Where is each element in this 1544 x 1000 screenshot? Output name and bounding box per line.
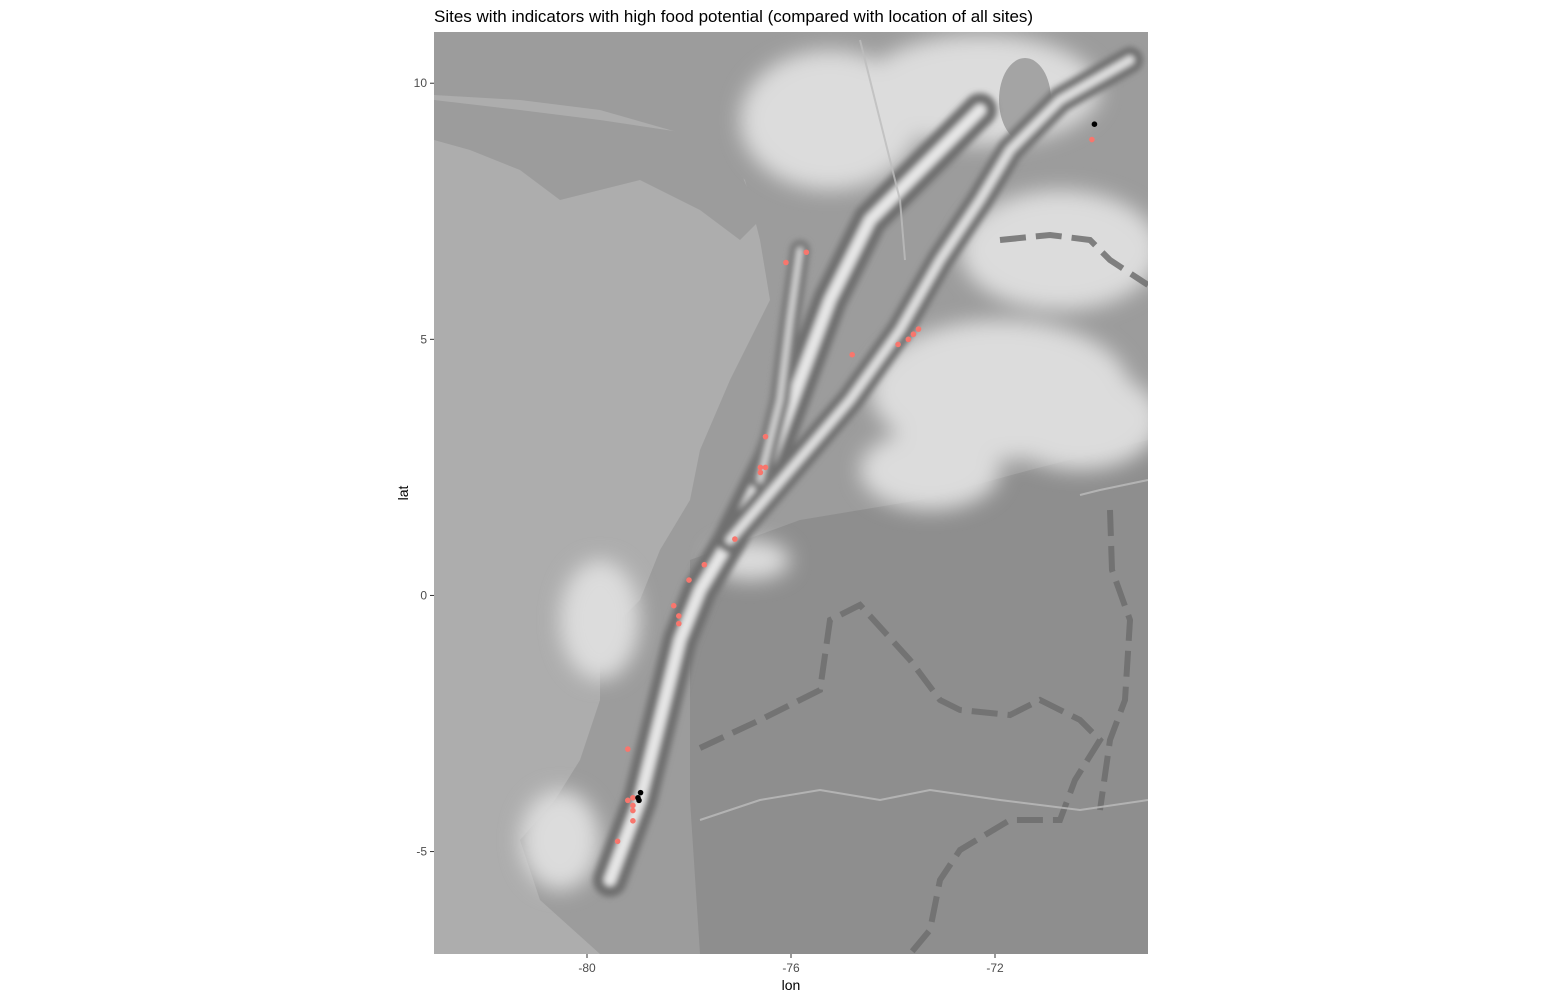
data-point — [637, 789, 644, 796]
data-point — [625, 797, 631, 804]
data-point — [905, 336, 912, 343]
data-point — [803, 249, 810, 256]
data-point — [676, 613, 682, 619]
y-tick-label: 0 — [420, 588, 427, 602]
data-point — [1091, 121, 1098, 127]
data-point — [701, 561, 708, 568]
y-tick-label: 10 — [414, 76, 428, 90]
data-point — [757, 469, 764, 476]
data-point — [676, 620, 682, 627]
x-axis: -80 -76 -72 — [578, 954, 1004, 975]
x-tick-label: -76 — [782, 961, 800, 975]
data-point — [762, 433, 769, 440]
data-point — [915, 326, 922, 332]
points-layer — [614, 121, 1098, 845]
y-axis-title: lat — [395, 486, 411, 501]
y-axis: -5 0 5 10 — [414, 76, 434, 859]
data-point — [757, 464, 764, 471]
data-point — [636, 797, 642, 804]
x-axis-title: lon — [782, 977, 801, 993]
data-point — [686, 577, 692, 583]
data-point — [630, 802, 636, 809]
series-1 — [635, 121, 1098, 804]
x-tick-label: -72 — [986, 961, 1004, 975]
y-tick-label: -5 — [416, 845, 427, 859]
map-background — [434, 32, 1148, 954]
chart-title: Sites with indicators with high food pot… — [434, 7, 1033, 26]
data-point — [630, 794, 636, 801]
x-tick-label: -80 — [578, 961, 596, 975]
data-point — [630, 807, 636, 814]
data-point — [625, 746, 631, 752]
data-point — [614, 838, 621, 845]
data-point — [630, 818, 636, 824]
data-point — [1089, 136, 1095, 143]
data-point — [670, 602, 677, 609]
data-point — [783, 259, 789, 266]
data-point — [910, 331, 917, 338]
data-point — [732, 536, 738, 542]
y-tick-label: 5 — [420, 332, 427, 346]
data-point — [762, 464, 769, 471]
data-point — [849, 351, 855, 358]
series-0 — [614, 136, 1095, 845]
data-point — [895, 341, 901, 348]
